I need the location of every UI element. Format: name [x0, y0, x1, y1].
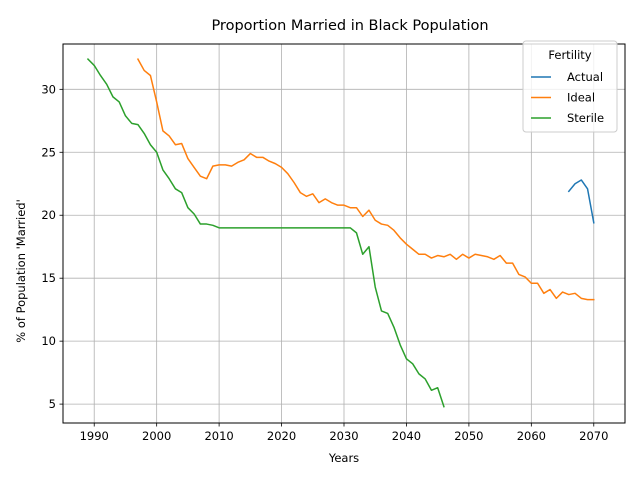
legend: Fertility Actual Ideal Sterile [522, 40, 618, 133]
y-tick-label: 30 [41, 82, 56, 96]
legend-label: Sterile [567, 111, 604, 125]
legend-item-actual: Actual [531, 70, 603, 84]
legend-title: Fertility [548, 48, 591, 62]
grid [63, 44, 625, 423]
y-tick-label: 25 [41, 145, 56, 159]
legend-item-sterile: Sterile [531, 111, 604, 125]
y-tick-label: 10 [41, 334, 56, 348]
legend-item-ideal: Ideal [531, 91, 595, 105]
x-tick-label: 2050 [454, 429, 483, 443]
x-tick-label: 2020 [267, 429, 296, 443]
x-tick-label: 2060 [517, 429, 546, 443]
legend-box [522, 40, 618, 133]
series-line-ideal [136, 58, 595, 301]
series-line-actual [567, 179, 595, 224]
y-axis-label: % of Population 'Married' [14, 199, 28, 343]
axis-ticks: 1990 2000 2010 2020 2030 2040 2050 2060 20705101… [41, 82, 608, 443]
x-tick-label: 2040 [392, 429, 421, 443]
legend-label: Ideal [567, 91, 595, 105]
x-tick-label: 2010 [204, 429, 233, 443]
chart-title: Proportion Married in Black Population [211, 18, 488, 34]
y-tick-label: 20 [41, 208, 56, 222]
series-line-sterile [86, 58, 445, 408]
x-tick-label: 2000 [142, 429, 171, 443]
y-tick-label: 5 [49, 397, 56, 411]
x-axis-label: Years [328, 451, 359, 465]
x-tick-label: 2070 [579, 429, 608, 443]
x-tick-label: 2030 [329, 429, 358, 443]
series-lines [86, 58, 595, 408]
legend-entries: Actual Ideal Sterile [531, 70, 604, 125]
legend-label: Actual [567, 70, 603, 84]
y-tick-label: 15 [41, 271, 56, 285]
x-tick-label: 1990 [80, 429, 109, 443]
